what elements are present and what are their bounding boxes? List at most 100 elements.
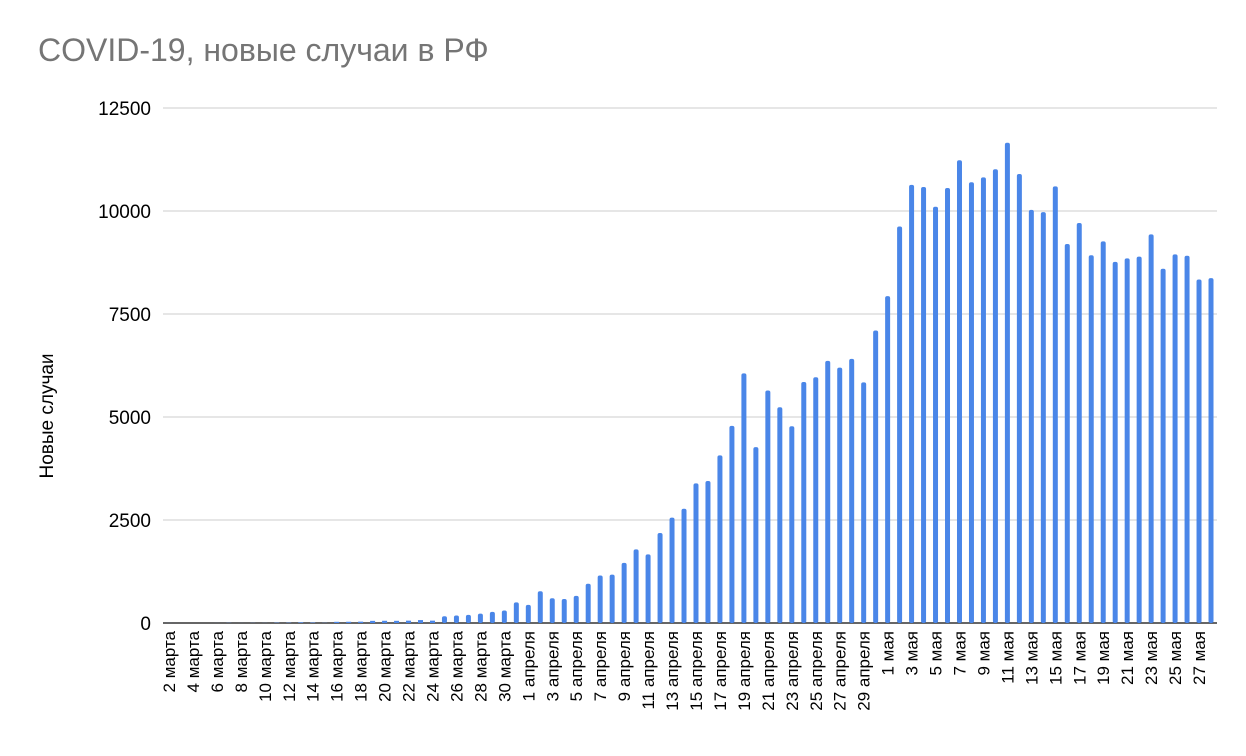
bar	[1028, 209, 1034, 623]
bar	[669, 517, 675, 623]
bar	[705, 480, 711, 623]
bar	[1112, 261, 1118, 623]
bar	[1052, 186, 1058, 624]
bar	[909, 184, 915, 624]
bar	[334, 621, 340, 623]
x-tick-label: 18 марта	[352, 630, 371, 701]
x-tick-label: 25 апреля	[807, 631, 826, 711]
x-tick-label: 15 мая	[1046, 631, 1065, 685]
bar	[1196, 279, 1202, 623]
x-tick-label: 8 марта	[232, 630, 251, 692]
bars	[166, 142, 1214, 624]
x-tick-label: 13 мая	[1022, 631, 1041, 685]
bar	[513, 602, 519, 623]
bar	[729, 425, 735, 623]
bar	[298, 622, 304, 623]
x-tick-label: 2 марта	[160, 630, 179, 692]
x-tick-label: 29 апреля	[855, 631, 874, 711]
x-tick-label: 7 апреля	[591, 631, 610, 701]
x-tick-label: 12 марта	[280, 630, 299, 701]
bar	[1100, 241, 1106, 624]
x-tick-label: 27 апреля	[831, 631, 850, 711]
x-tick-label: 20 марта	[376, 630, 395, 701]
x-tick-label: 19 мая	[1094, 631, 1113, 685]
bar	[1160, 268, 1166, 623]
bar	[1076, 222, 1082, 624]
x-tick-label: 24 марта	[423, 630, 442, 701]
bar	[418, 620, 424, 623]
y-tick-label: 12500	[98, 99, 151, 120]
bar	[837, 367, 843, 623]
x-tick-label: 4 марта	[184, 630, 203, 692]
bar	[1004, 142, 1010, 623]
bar	[346, 621, 352, 623]
x-tick-label: 15 апреля	[687, 631, 706, 711]
bar	[945, 187, 951, 623]
bar	[1136, 256, 1142, 623]
bar	[597, 575, 603, 623]
bar	[573, 595, 579, 623]
bar	[370, 620, 376, 623]
x-tick-label: 21 апреля	[759, 631, 778, 711]
bar	[585, 583, 591, 623]
x-tick-labels: 2 марта 4 марта 6 марта 8 марта 10 марта 12 м…	[160, 630, 1209, 710]
bar	[394, 620, 400, 623]
bar	[382, 620, 388, 623]
x-tick-label: 1 мая	[879, 631, 898, 676]
bar	[645, 554, 651, 623]
bar	[813, 377, 819, 623]
bar	[609, 574, 615, 623]
x-tick-label: 5 апреля	[567, 631, 586, 701]
x-tick-label: 17 апреля	[711, 631, 730, 711]
bar	[621, 562, 627, 623]
x-tick-label: 27 мая	[1190, 631, 1209, 685]
bar	[956, 160, 962, 623]
bar	[489, 611, 495, 623]
bar	[657, 532, 663, 623]
x-tick-label: 1 апреля	[519, 631, 538, 701]
x-tick-label: 23 мая	[1142, 631, 1161, 685]
x-tick-label: 9 апреля	[615, 631, 634, 701]
bar	[921, 187, 927, 623]
y-tick-label: 5000	[109, 408, 151, 429]
bar	[1208, 278, 1214, 623]
y-tick-label: 0	[140, 614, 151, 635]
y-tick-label: 10000	[98, 202, 151, 223]
bar	[765, 390, 771, 623]
x-tick-label: 9 мая	[974, 631, 993, 676]
bar	[933, 206, 939, 624]
bar	[358, 621, 364, 623]
bar	[501, 610, 507, 623]
x-tick-label: 3 мая	[903, 631, 922, 676]
bar	[441, 616, 447, 623]
bar	[801, 382, 807, 623]
bar	[633, 549, 639, 623]
bar	[681, 508, 687, 623]
bar	[861, 382, 867, 623]
x-tick-label: 7 мая	[950, 631, 969, 676]
bar	[525, 604, 531, 623]
x-tick-label: 23 апреля	[783, 631, 802, 711]
bar	[406, 620, 412, 623]
bar	[1172, 254, 1178, 624]
x-tick-label: 28 марта	[471, 630, 490, 701]
y-tick-labels: 0 2500 5000 7500 10000 12500	[98, 99, 151, 635]
x-tick-label: 17 мая	[1070, 631, 1089, 685]
bar	[1184, 255, 1190, 623]
bar	[537, 591, 543, 623]
bar	[1040, 212, 1046, 623]
bar	[825, 360, 831, 623]
bar	[1064, 243, 1070, 623]
bar	[789, 426, 795, 623]
x-tick-label: 22 марта	[400, 630, 419, 701]
bar	[477, 613, 483, 623]
bar	[561, 599, 567, 623]
x-tick-label: 10 марта	[256, 630, 275, 701]
bar	[873, 330, 879, 623]
bar	[717, 455, 723, 623]
y-tick-label: 7500	[109, 305, 151, 326]
bar	[741, 373, 747, 623]
y-axis-label: Новые случаи	[37, 353, 58, 478]
chart-title: COVID-19, новые случаи в РФ	[38, 32, 489, 68]
